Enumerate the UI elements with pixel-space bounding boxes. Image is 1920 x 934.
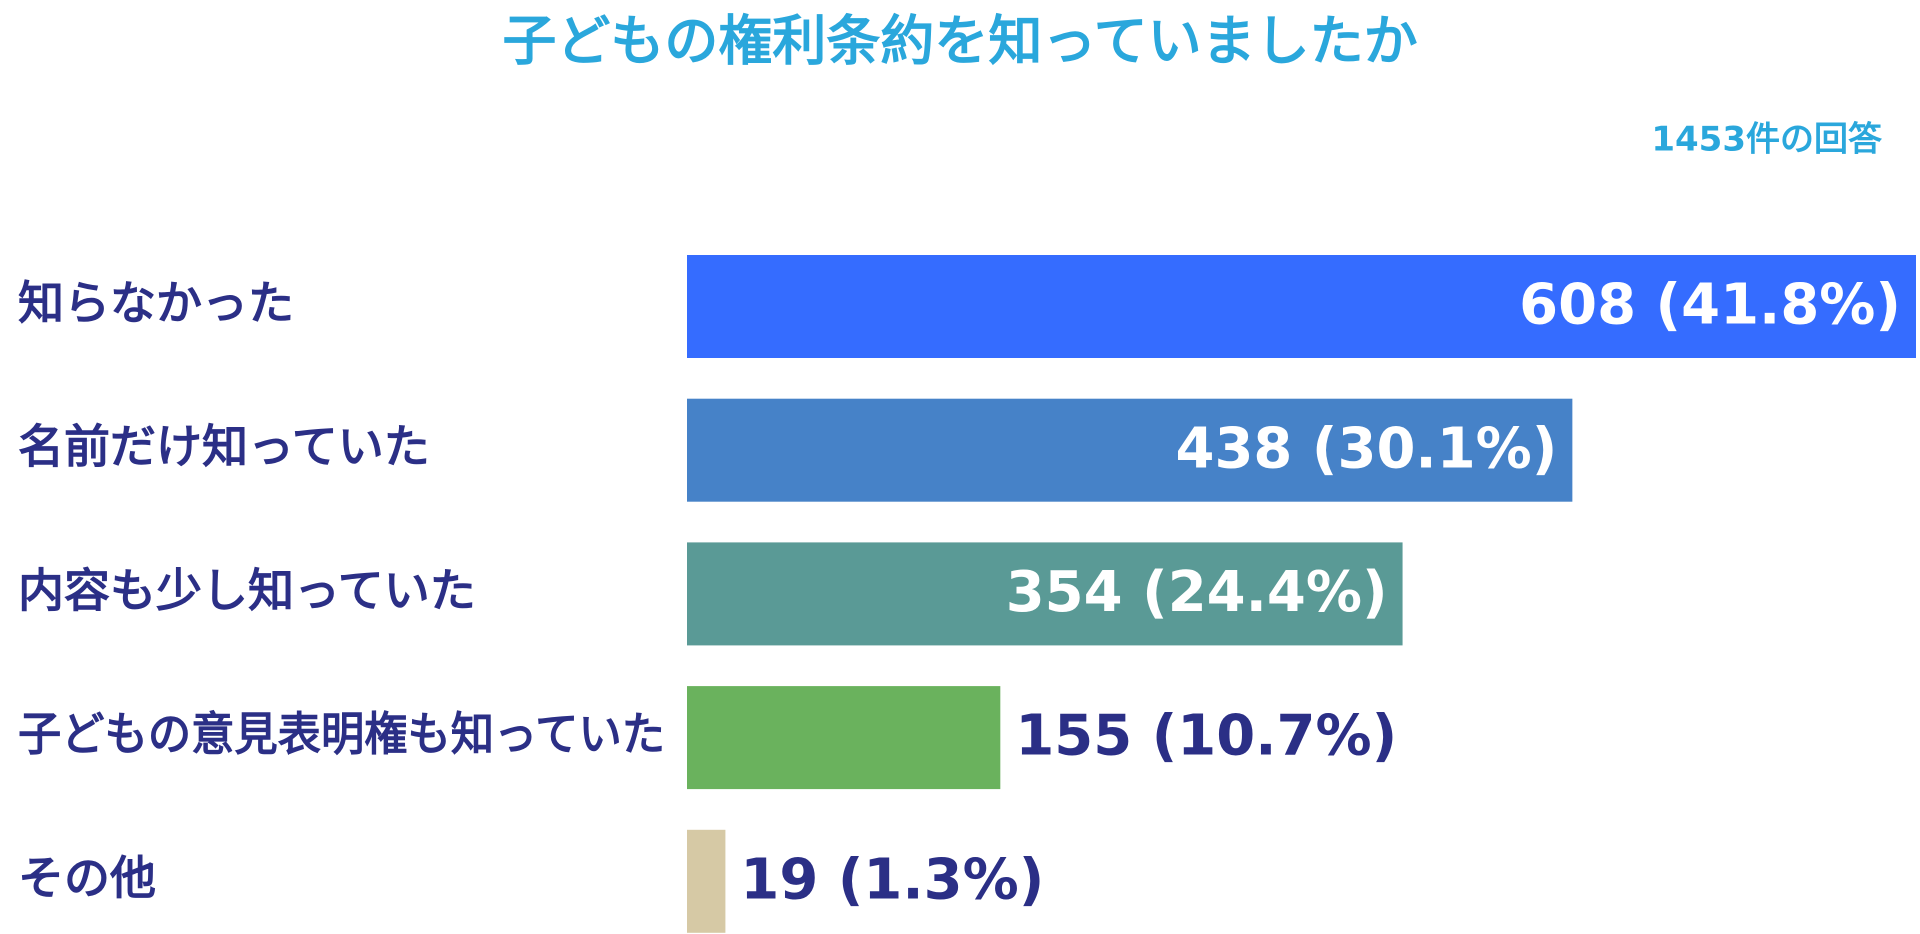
bar	[687, 829, 726, 933]
value-label: 438 (30.1%)	[1176, 416, 1558, 481]
category-label: 名前だけ知っていた	[18, 420, 430, 474]
value-label: 19 (1.3%)	[740, 847, 1044, 912]
value-label: 608 (41.8%)	[1519, 273, 1901, 338]
value-label: 354 (24.4%)	[1006, 560, 1388, 625]
bar	[687, 255, 1916, 358]
category-label: 知らなかった	[18, 276, 294, 330]
category-label: 子どもの意見表明権も知っていた	[18, 707, 665, 761]
bar	[687, 398, 1573, 502]
category-label: 内容も少し知っていた	[18, 563, 476, 617]
bar	[687, 686, 1001, 790]
chart-subtitle: 1453件の回答	[1651, 120, 1883, 160]
bar	[687, 542, 1403, 646]
chart-title: 子どもの権利条約を知っていましたか	[502, 10, 1417, 73]
value-label: 155 (10.7%)	[1015, 704, 1397, 769]
category-label: その他	[18, 851, 156, 905]
